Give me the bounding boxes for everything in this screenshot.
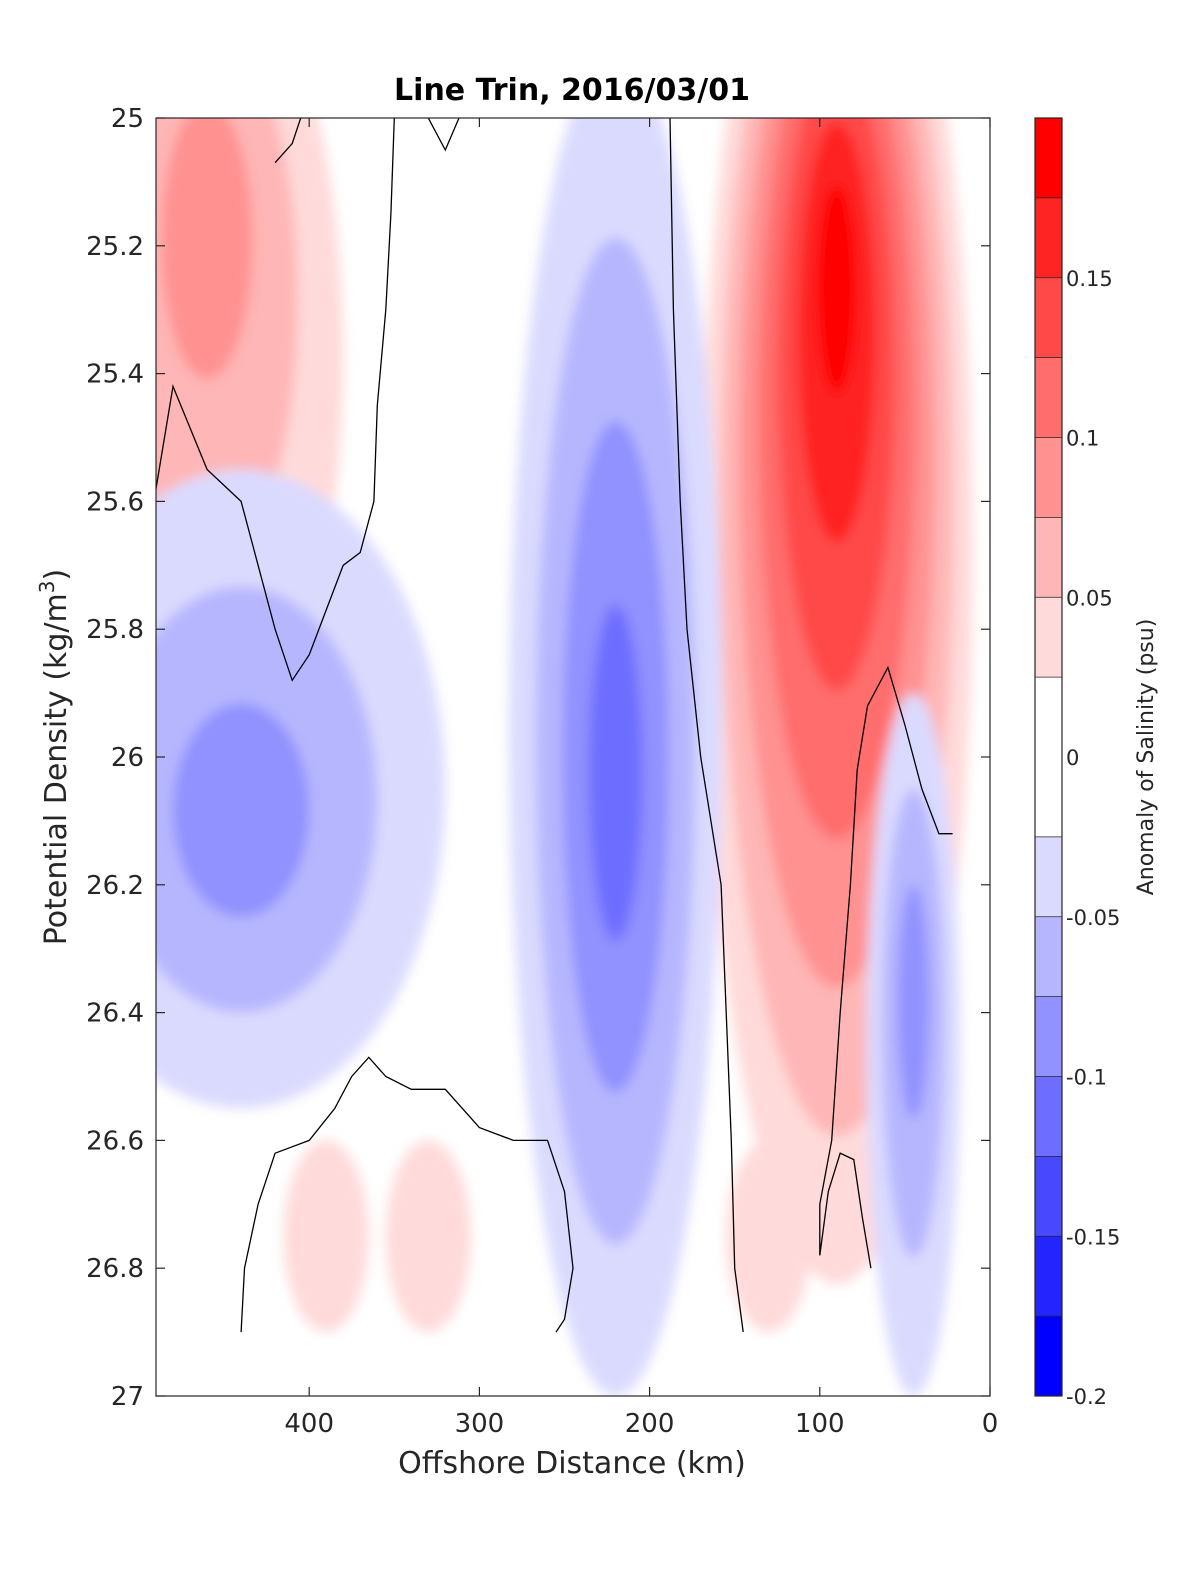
- y-axis-label-main: Potential Density (kg/m: [39, 593, 74, 945]
- zero-contour-line-0: [156, 118, 395, 682]
- x-tick-label: 200: [625, 1409, 675, 1439]
- colorbar-swatch: [1035, 437, 1062, 518]
- colorbar: -0.2 -0.15 -0.1 -0.05 0 0.05 0.1 0.15: [1034, 117, 1120, 1409]
- colorbar-swatch: [1035, 836, 1062, 917]
- colorbar-swatch: [1035, 1236, 1062, 1317]
- colorbar-tick-label: -0.2: [1066, 1385, 1107, 1409]
- contour-fill-salty-5-2-level-0: [726, 1140, 812, 1333]
- colorbar-tick-label: 0: [1066, 746, 1079, 770]
- chart-title: Line Trin, 2016/03/01: [394, 73, 750, 108]
- colorbar-swatch: [1035, 118, 1062, 198]
- colorbar-swatch: [1035, 597, 1062, 678]
- colorbar-tick-label: 0.1: [1066, 427, 1099, 451]
- y-axis-label: Potential Density (kg/m3): [35, 569, 74, 945]
- x-axis-label: Offshore Distance (km): [398, 1446, 746, 1481]
- colorbar-tick-label: 0.05: [1066, 586, 1113, 610]
- y-tick-label: 25.2: [86, 232, 144, 262]
- y-tick-label: 25.6: [86, 487, 144, 517]
- x-axis: 400 300 200 100 0: [284, 118, 998, 1439]
- colorbar-swatch: [1035, 197, 1062, 278]
- x-tick-label: 400: [284, 1409, 334, 1439]
- colorbar-swatch: [1035, 357, 1062, 438]
- colorbar-frame: [1034, 117, 1063, 1397]
- colorbar-swatch: [1035, 277, 1062, 358]
- x-tick-label: 100: [795, 1409, 845, 1439]
- y-axis-label-superscript: 3: [35, 580, 59, 593]
- y-axis-label-close: ): [39, 569, 74, 581]
- zero-contour-line-5: [819, 665, 953, 1269]
- contour-fill-fresh-3-0-level-2: [173, 703, 310, 917]
- contour-fill-salty-5-1-level-0: [385, 1140, 471, 1333]
- colorbar-swatch: [1035, 916, 1062, 997]
- contour-fill-fresh-4-0-level-2: [897, 884, 930, 1120]
- y-tick-label: 27: [111, 1382, 144, 1412]
- y-tick-label: 26.2: [86, 871, 144, 901]
- y-tick-label: 25.4: [86, 360, 144, 390]
- colorbar-tick-label: 0.15: [1066, 267, 1113, 291]
- colorbar-swatch: [1035, 1076, 1062, 1157]
- y-tick-label: 25.8: [86, 615, 144, 645]
- y-tick-label: 26: [111, 743, 144, 773]
- contour-fill-salty-2-0-level-2: [161, 118, 253, 379]
- x-tick-label: 0: [982, 1409, 999, 1439]
- contour-fill-salty-5-0-level-0: [283, 1140, 369, 1333]
- colorbar-swatch: [1035, 1156, 1062, 1237]
- zero-contour-line-2: [427, 118, 460, 152]
- zero-contour-line-1: [274, 118, 302, 164]
- zero-contour-line-3: [669, 118, 744, 1333]
- y-tick-label: 26.6: [86, 1126, 144, 1156]
- contour-field: [156, 118, 973, 1396]
- colorbar-swatch: [1035, 996, 1062, 1077]
- colorbar-tick-label: -0.05: [1066, 906, 1120, 930]
- colorbar-swatch: [1035, 1316, 1062, 1396]
- contour-fill-fresh-1-0-level-3: [588, 605, 643, 941]
- colorbar-swatch: [1035, 677, 1062, 837]
- x-tick-label: 300: [455, 1409, 505, 1439]
- colorbar-tick-label: -0.1: [1066, 1066, 1107, 1090]
- y-tick-label: 26.8: [86, 1254, 144, 1284]
- y-tick-label: 25: [111, 104, 144, 134]
- y-tick-label: 26.4: [86, 999, 144, 1029]
- colorbar-label: Anomaly of Salinity (psu): [1134, 619, 1159, 896]
- contour-fill-salty-0-0-level-6: [817, 184, 857, 395]
- zero-contour-line-4: [240, 1056, 574, 1333]
- y-axis: 25 25.2 25.4 25.6 25.8 26 26.2 26.4 26.6 26.8 27: [86, 104, 990, 1412]
- colorbar-tick-label: -0.15: [1066, 1225, 1120, 1249]
- colorbar-swatch: [1035, 517, 1062, 598]
